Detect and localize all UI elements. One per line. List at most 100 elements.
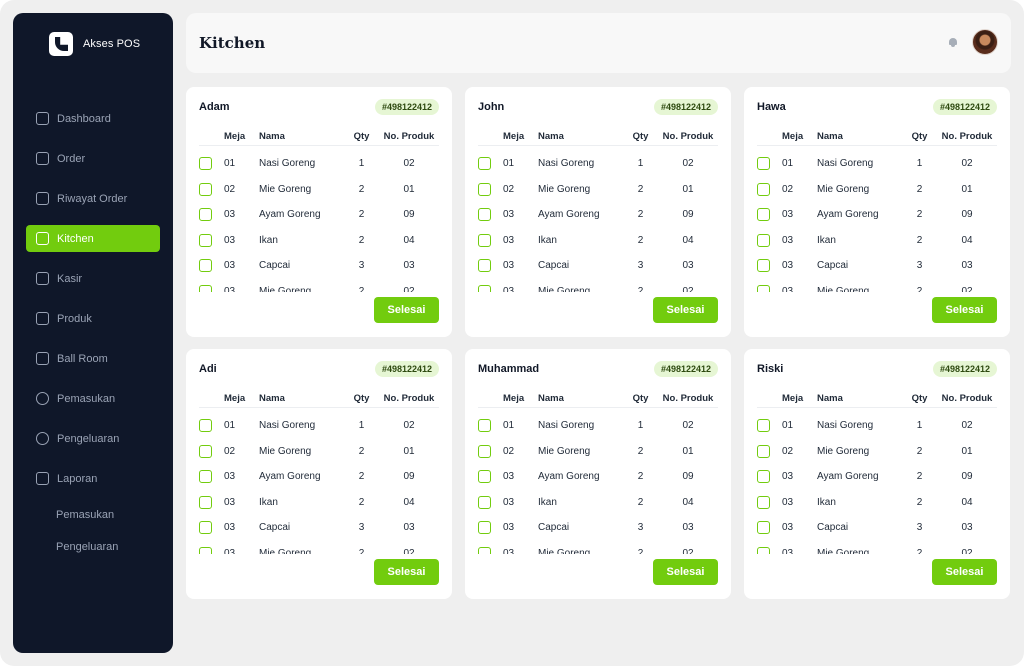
sidebar-item-laporan[interactable]: Laporan	[26, 465, 160, 492]
cell-nama: Ikan	[259, 234, 278, 246]
cell-qty: 2	[358, 471, 365, 483]
cell-nama: Capcai	[259, 260, 291, 272]
sidebar-subitem-pemasukan[interactable]: Pemasukan	[56, 509, 115, 521]
row-checkbox[interactable]	[757, 233, 770, 247]
cell-nama: Mie Goreng	[259, 445, 312, 457]
row-checkbox[interactable]	[757, 259, 770, 273]
selesai-button[interactable]: Selesai	[374, 559, 439, 585]
row-checkbox[interactable]	[757, 470, 770, 484]
cell-nama: Ikan	[259, 496, 278, 508]
cell-meja: 03	[782, 260, 794, 272]
cell-qty: 3	[916, 260, 923, 272]
row-checkbox[interactable]	[199, 284, 212, 292]
row-checkbox[interactable]	[478, 182, 491, 196]
row-checkbox[interactable]	[478, 521, 491, 535]
table-header-row: Meja Nama Qty No. Produk	[478, 131, 718, 146]
row-checkbox[interactable]	[757, 546, 770, 554]
sidebar-subitem-pengeluaran[interactable]: Pengeluaran	[56, 541, 119, 553]
row-checkbox[interactable]	[478, 208, 491, 222]
customer-name: Adi	[199, 363, 217, 375]
cell-no-produk: 04	[403, 496, 415, 508]
cell-meja: 03	[224, 209, 236, 221]
selesai-button[interactable]: Selesai	[653, 297, 718, 323]
row-checkbox[interactable]	[478, 233, 491, 247]
table-row: 03 Capcai 3 03	[199, 253, 439, 279]
order-table[interactable]: Meja Nama Qty No. Produk 01 Nasi Goreng 1 02 02 M…	[199, 393, 439, 554]
table-row: 03 Mie Goreng 2 02	[199, 541, 439, 554]
row-checkbox[interactable]	[478, 470, 491, 484]
selesai-button[interactable]: Selesai	[653, 559, 718, 585]
cell-nama: Capcai	[817, 522, 849, 534]
sidebar-item-pemasukan[interactable]: Pemasukan	[26, 385, 160, 412]
order-card: Muhammad #498122412 Meja Nama Qty No. Produk 0…	[465, 349, 731, 599]
row-checkbox[interactable]	[478, 546, 491, 554]
sidebar-item-label: Riwayat Order	[57, 192, 128, 205]
sidebar-item-pengeluaran[interactable]: Pengeluaran	[26, 425, 160, 452]
home-icon	[36, 112, 49, 125]
row-checkbox[interactable]	[199, 157, 212, 171]
cell-no-produk: 03	[961, 522, 973, 534]
row-checkbox[interactable]	[757, 521, 770, 535]
row-checkbox[interactable]	[757, 157, 770, 171]
cell-no-produk: 04	[682, 496, 694, 508]
sidebar-item-dashboard[interactable]: Dashboard	[26, 105, 160, 132]
sidebar-item-order[interactable]: Order	[26, 145, 160, 172]
row-checkbox[interactable]	[199, 444, 212, 458]
row-checkbox[interactable]	[757, 444, 770, 458]
row-checkbox[interactable]	[199, 495, 212, 509]
row-checkbox[interactable]	[199, 521, 212, 535]
row-checkbox[interactable]	[478, 284, 491, 292]
sidebar-item-produk[interactable]: Produk	[26, 305, 160, 332]
cell-meja: 03	[503, 547, 515, 554]
order-table[interactable]: Meja Nama Qty No. Produk 01 Nasi Goreng 1 02 02 M…	[757, 393, 997, 554]
cell-meja: 01	[224, 420, 236, 432]
kitchen-icon	[36, 232, 49, 245]
customer-name: Hawa	[757, 101, 786, 113]
order-table[interactable]: Meja Nama Qty No. Produk 01 Nasi Goreng 1 02 02 M…	[757, 131, 997, 292]
cell-qty: 2	[637, 209, 644, 221]
sidebar-item-riwayat-order[interactable]: Riwayat Order	[26, 185, 160, 212]
header-qty: Qty	[632, 131, 649, 142]
sidebar-item-kitchen[interactable]: Kitchen	[26, 225, 160, 252]
row-checkbox[interactable]	[478, 444, 491, 458]
row-checkbox[interactable]	[478, 495, 491, 509]
cell-no-produk: 09	[961, 471, 973, 483]
row-checkbox[interactable]	[478, 259, 491, 273]
brand[interactable]: Akses POS	[13, 31, 173, 57]
cell-no-produk: 09	[682, 471, 694, 483]
row-checkbox[interactable]	[199, 470, 212, 484]
order-table[interactable]: Meja Nama Qty No. Produk 01 Nasi Goreng 1 02 02 M…	[478, 131, 718, 292]
coin-icon	[36, 392, 49, 405]
row-checkbox[interactable]	[199, 546, 212, 554]
selesai-button[interactable]: Selesai	[932, 297, 997, 323]
order-table[interactable]: Meja Nama Qty No. Produk 01 Nasi Goreng 1 02 02 M…	[199, 131, 439, 292]
order-table[interactable]: Meja Nama Qty No. Produk 01 Nasi Goreng 1 02 02 M…	[478, 393, 718, 554]
row-checkbox[interactable]	[757, 284, 770, 292]
sidebar-item-kasir[interactable]: Kasir	[26, 265, 160, 292]
table-row: 02 Mie Goreng 2 01	[199, 177, 439, 203]
selesai-button[interactable]: Selesai	[932, 559, 997, 585]
table-row: 03 Capcai 3 03	[478, 253, 718, 279]
header-qty: Qty	[632, 393, 649, 404]
row-checkbox[interactable]	[199, 208, 212, 222]
header-qty: Qty	[911, 393, 928, 404]
row-checkbox[interactable]	[478, 419, 491, 433]
row-checkbox[interactable]	[478, 157, 491, 171]
notification-bell-icon[interactable]	[948, 37, 958, 47]
row-checkbox[interactable]	[757, 419, 770, 433]
sidebar-item-ball-room[interactable]: Ball Room	[26, 345, 160, 372]
selesai-button[interactable]: Selesai	[374, 297, 439, 323]
row-checkbox[interactable]	[199, 419, 212, 433]
avatar[interactable]	[972, 29, 998, 55]
row-checkbox[interactable]	[757, 208, 770, 222]
sidebar-item-label: Pengeluaran	[57, 432, 120, 445]
order-card: John #498122412 Meja Nama Qty No. Produk 01 Nas…	[465, 87, 731, 337]
row-checkbox[interactable]	[199, 233, 212, 247]
row-checkbox[interactable]	[199, 259, 212, 273]
order-card: Riski #498122412 Meja Nama Qty No. Produk 01 Na…	[744, 349, 1010, 599]
cell-meja: 03	[224, 260, 236, 272]
row-checkbox[interactable]	[757, 495, 770, 509]
row-checkbox[interactable]	[199, 182, 212, 196]
cell-qty: 2	[358, 547, 365, 554]
row-checkbox[interactable]	[757, 182, 770, 196]
